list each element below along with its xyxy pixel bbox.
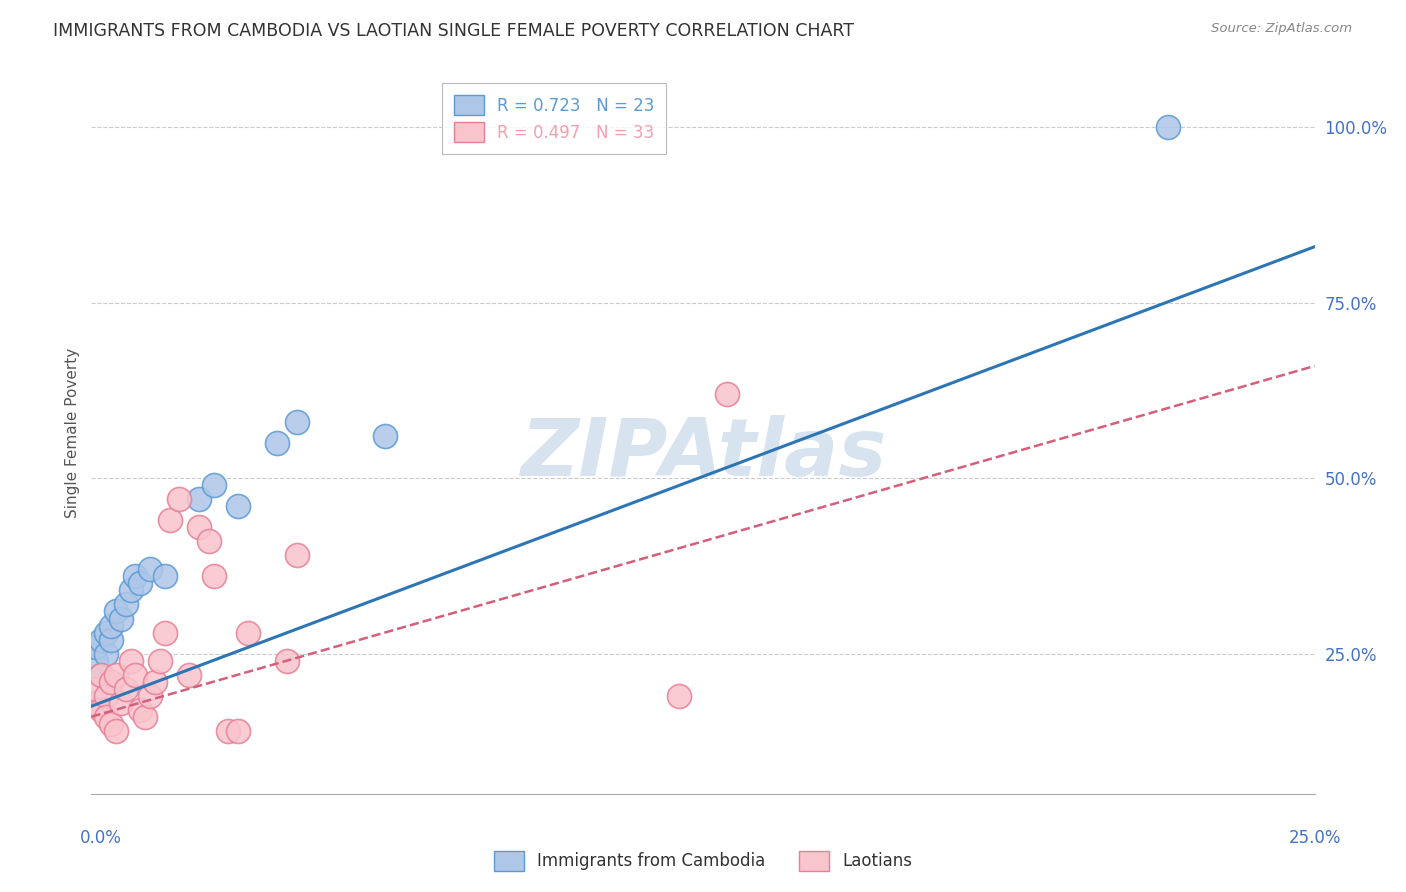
Point — [143, 674, 166, 689]
Point — [94, 625, 117, 640]
Point — [159, 513, 181, 527]
Point — [94, 647, 117, 661]
Point — [124, 667, 146, 681]
Point — [110, 696, 132, 710]
Point — [1157, 120, 1180, 135]
Point — [84, 696, 107, 710]
Point — [90, 703, 112, 717]
Point — [179, 667, 201, 681]
Point — [188, 492, 211, 507]
Point — [374, 429, 396, 443]
Point — [716, 387, 738, 401]
Point — [198, 534, 221, 549]
Text: Source: ZipAtlas.com: Source: ZipAtlas.com — [1212, 22, 1353, 36]
Point — [139, 689, 162, 703]
Point — [169, 492, 191, 507]
Point — [100, 618, 122, 632]
Text: 0.0%: 0.0% — [80, 829, 122, 847]
Point — [120, 583, 142, 598]
Point — [84, 681, 107, 696]
Point — [202, 478, 225, 492]
Point — [188, 520, 211, 534]
Point — [668, 689, 690, 703]
Point — [94, 689, 117, 703]
Point — [153, 625, 176, 640]
Point — [129, 703, 152, 717]
Point — [134, 709, 156, 723]
Point — [226, 723, 249, 738]
Point — [100, 632, 122, 647]
Point — [114, 598, 136, 612]
Point — [226, 500, 249, 514]
Point — [120, 654, 142, 668]
Y-axis label: Single Female Poverty: Single Female Poverty — [65, 348, 80, 517]
Point — [139, 562, 162, 576]
Point — [153, 569, 176, 583]
Point — [104, 723, 127, 738]
Point — [110, 611, 132, 625]
Point — [100, 716, 122, 731]
Point — [104, 605, 127, 619]
Legend: Immigrants from Cambodia, Laotians: Immigrants from Cambodia, Laotians — [485, 842, 921, 880]
Point — [149, 654, 172, 668]
Point — [90, 667, 112, 681]
Point — [104, 667, 127, 681]
Text: IMMIGRANTS FROM CAMBODIA VS LAOTIAN SINGLE FEMALE POVERTY CORRELATION CHART: IMMIGRANTS FROM CAMBODIA VS LAOTIAN SING… — [53, 22, 855, 40]
Point — [276, 654, 298, 668]
Point — [100, 674, 122, 689]
Point — [236, 625, 259, 640]
Point — [84, 640, 107, 654]
Point — [217, 723, 239, 738]
Point — [124, 569, 146, 583]
Point — [90, 632, 112, 647]
Legend: R = 0.723   N = 23, R = 0.497   N = 33: R = 0.723 N = 23, R = 0.497 N = 33 — [443, 83, 666, 154]
Point — [84, 654, 107, 668]
Text: 25.0%: 25.0% — [1288, 829, 1341, 847]
Point — [90, 667, 112, 681]
Text: ZIPAtlas: ZIPAtlas — [520, 416, 886, 493]
Point — [202, 569, 225, 583]
Point — [285, 415, 308, 429]
Point — [129, 576, 152, 591]
Point — [114, 681, 136, 696]
Point — [285, 549, 308, 563]
Point — [94, 709, 117, 723]
Point — [266, 436, 288, 450]
